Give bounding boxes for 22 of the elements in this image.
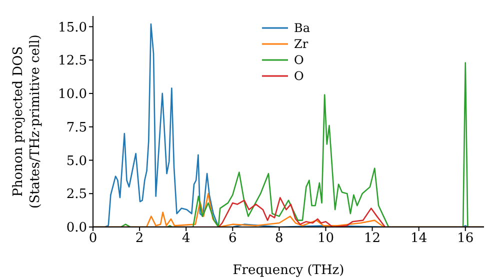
x-tick-label: 0 xyxy=(88,231,98,246)
x-tick-label: 16 xyxy=(457,231,474,246)
y-axis-title: Phonon projected DOS (States/THz·primitive cell) xyxy=(11,34,43,209)
x-tick-label: 12 xyxy=(364,231,381,246)
y-tick-label: 0.0 xyxy=(66,220,87,236)
y-tick-label: 2.5 xyxy=(66,187,87,202)
x-tick-label: 4 xyxy=(182,231,190,246)
y-tick-label: 10.0 xyxy=(58,87,87,102)
legend-label: O xyxy=(294,69,304,83)
legend-label: O xyxy=(294,53,304,67)
x-tick-label: 8 xyxy=(275,231,284,246)
y-tick-label: 15.0 xyxy=(58,20,87,36)
x-tick-label: 10 xyxy=(317,231,334,246)
x-tick-label: 6 xyxy=(228,231,237,246)
y-tick-label: 5.0 xyxy=(66,154,87,169)
y-tick-label: 12.5 xyxy=(58,54,87,69)
legend-label: Ba xyxy=(294,21,310,35)
legend-label: Zr xyxy=(294,37,308,51)
y-tick-label: 7.5 xyxy=(66,120,87,136)
x-axis-title: Frequency (THz) xyxy=(232,263,344,278)
x-tick-label: 2 xyxy=(135,231,144,246)
x-tick-label: 14 xyxy=(410,231,428,246)
